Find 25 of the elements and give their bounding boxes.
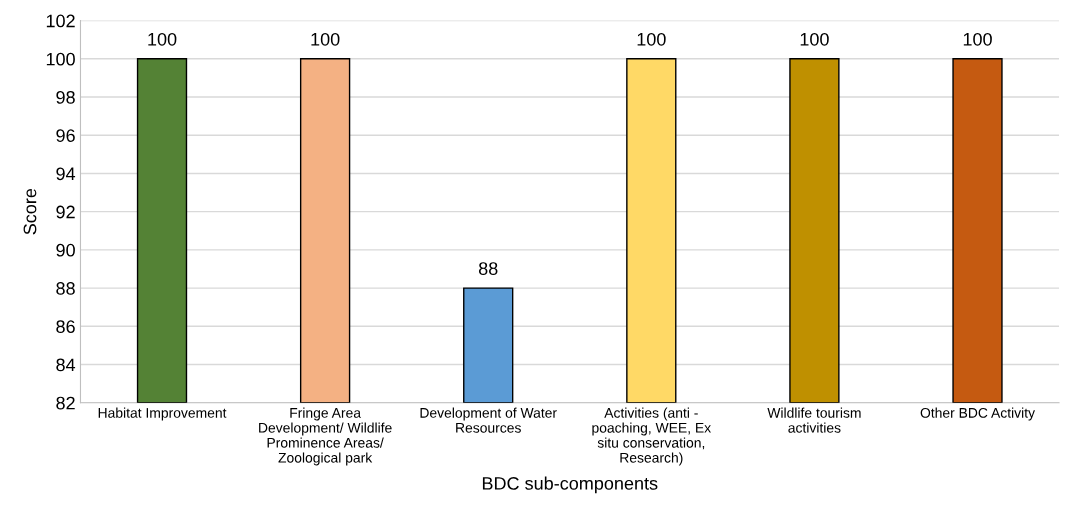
data-label: 100 (148, 32, 177, 46)
data-label: 100 (800, 32, 829, 46)
y-tick-label: 96 (56, 129, 75, 142)
y-tick-label: 100 (46, 52, 75, 66)
x-tick-label: Wildlife tourism activities (767, 407, 861, 433)
y-axis-title: Score (23, 188, 37, 235)
y-tick-label: 102 (46, 14, 75, 28)
y-tick-label: 98 (56, 90, 75, 104)
y-tick-label: 90 (56, 243, 75, 257)
x-tick-label: Activities (anti - poaching, WEE, Ex situ conservation, Research) (592, 407, 711, 466)
data-label: 88 (478, 262, 498, 275)
data-label: 100 (963, 32, 992, 46)
x-tick-label: Other BDC Activity (920, 407, 1035, 421)
y-tick-label: 88 (56, 282, 75, 295)
x-tick-label: Habitat Improvement (98, 407, 227, 421)
data-label: 100 (311, 32, 340, 46)
x-axis-title: BDC sub-components (482, 476, 658, 494)
x-tick-label: Development of Water Resources (420, 407, 557, 433)
y-tick-label: 92 (56, 205, 75, 219)
y-tick-label: 94 (56, 167, 76, 181)
data-label: 100 (637, 32, 666, 46)
y-tick-label: 86 (56, 320, 75, 334)
y-tick-label: 84 (56, 358, 76, 372)
y-tick-label: 82 (56, 396, 75, 410)
x-tick-label: Fringe Area Development/ Wildlife Prominence Areas/ Zoological park (259, 407, 392, 466)
